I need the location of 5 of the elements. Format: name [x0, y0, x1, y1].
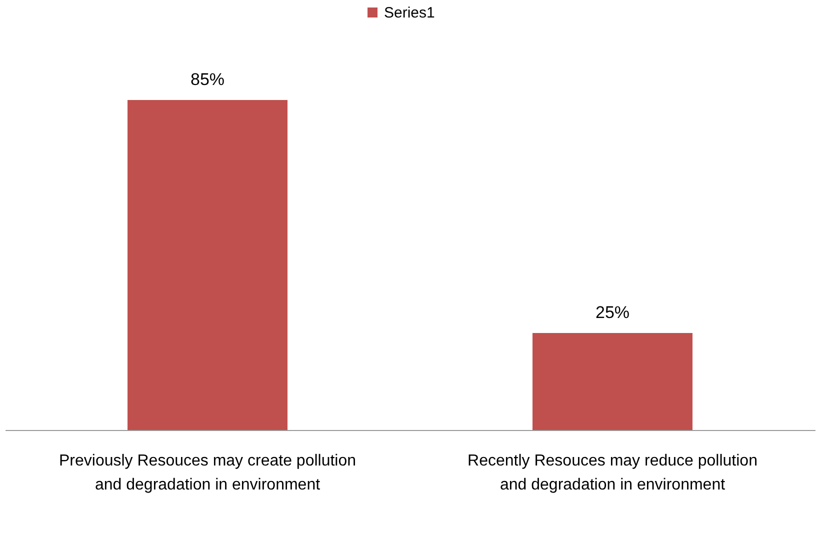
x-tick-label: Previously Resouces may create pollution and degradation in environment [58, 452, 356, 494]
data-label: 25% [595, 302, 630, 322]
legend-label: Series1 [384, 4, 435, 22]
data-label: 85% [190, 70, 225, 89]
x-tick-label: Recently Resouces may reduce pollution and degradation in environment [468, 452, 758, 494]
